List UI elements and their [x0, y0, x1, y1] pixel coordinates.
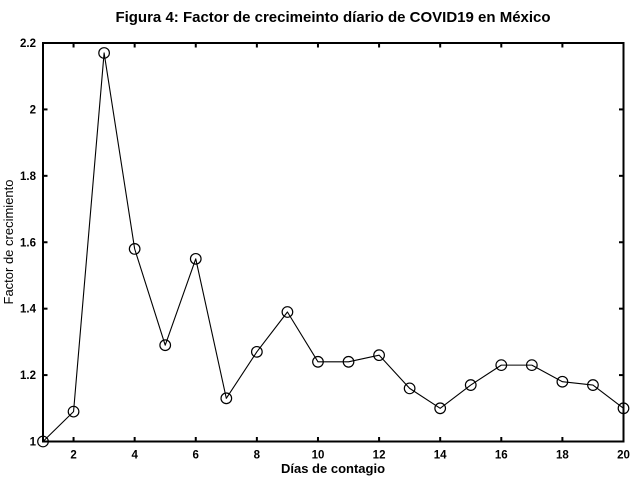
x-tick-label: 16 — [495, 450, 508, 462]
x-tick-label: 20 — [617, 450, 630, 462]
x-tick-label: 6 — [193, 450, 199, 462]
x-tick-label: 8 — [254, 450, 261, 462]
y-tick-label: 2.2 — [20, 38, 36, 50]
data-point-marker — [250, 345, 263, 358]
data-point-marker — [98, 47, 111, 59]
data-point-marker — [556, 375, 569, 388]
data-point-marker — [495, 359, 508, 372]
y-axis-label: Factor de crecimiento — [1, 180, 16, 305]
data-point-marker — [617, 402, 630, 415]
data-point-marker — [281, 306, 294, 318]
data-point-marker — [525, 359, 538, 372]
x-tick-label: 4 — [131, 450, 138, 462]
data-point-marker — [403, 382, 416, 395]
data-point-marker — [220, 392, 233, 405]
data-point-marker — [159, 339, 172, 352]
data-point-marker — [37, 435, 49, 448]
y-tick-label: 1.8 — [20, 171, 37, 183]
x-tick-label: 10 — [312, 450, 325, 462]
data-point-marker — [434, 402, 447, 415]
data-point-marker — [373, 349, 385, 362]
x-tick-label: 12 — [373, 450, 386, 462]
y-tick-label: 1.6 — [20, 237, 36, 249]
y-tick-label: 1 — [30, 437, 37, 449]
x-tick-label: 14 — [434, 450, 447, 462]
plot-frame — [42, 42, 625, 443]
x-tick-label: 2 — [70, 450, 76, 462]
x-axis-label: Días de contagio — [281, 461, 385, 476]
data-point-marker — [67, 405, 80, 418]
data-point-marker — [464, 379, 477, 391]
plot-area: 2 4 6 8 10 12 14 16 18 20 1 1.2 1.4 1.6 1.8 2 2.2 — [20, 38, 630, 462]
data-point-marker — [189, 252, 202, 265]
chart-title: Figura 4: Factor de crecimeinto díario d… — [115, 9, 550, 26]
data-point-marker — [312, 355, 324, 368]
data-point-marker — [587, 379, 599, 391]
y-tick-label: 2 — [30, 104, 36, 116]
y-tick-label: 1.2 — [20, 370, 36, 382]
data-point-marker — [128, 242, 141, 255]
y-tick-label: 1.4 — [20, 304, 37, 316]
x-tick-label: 18 — [556, 450, 569, 462]
data-point-marker — [342, 355, 355, 368]
